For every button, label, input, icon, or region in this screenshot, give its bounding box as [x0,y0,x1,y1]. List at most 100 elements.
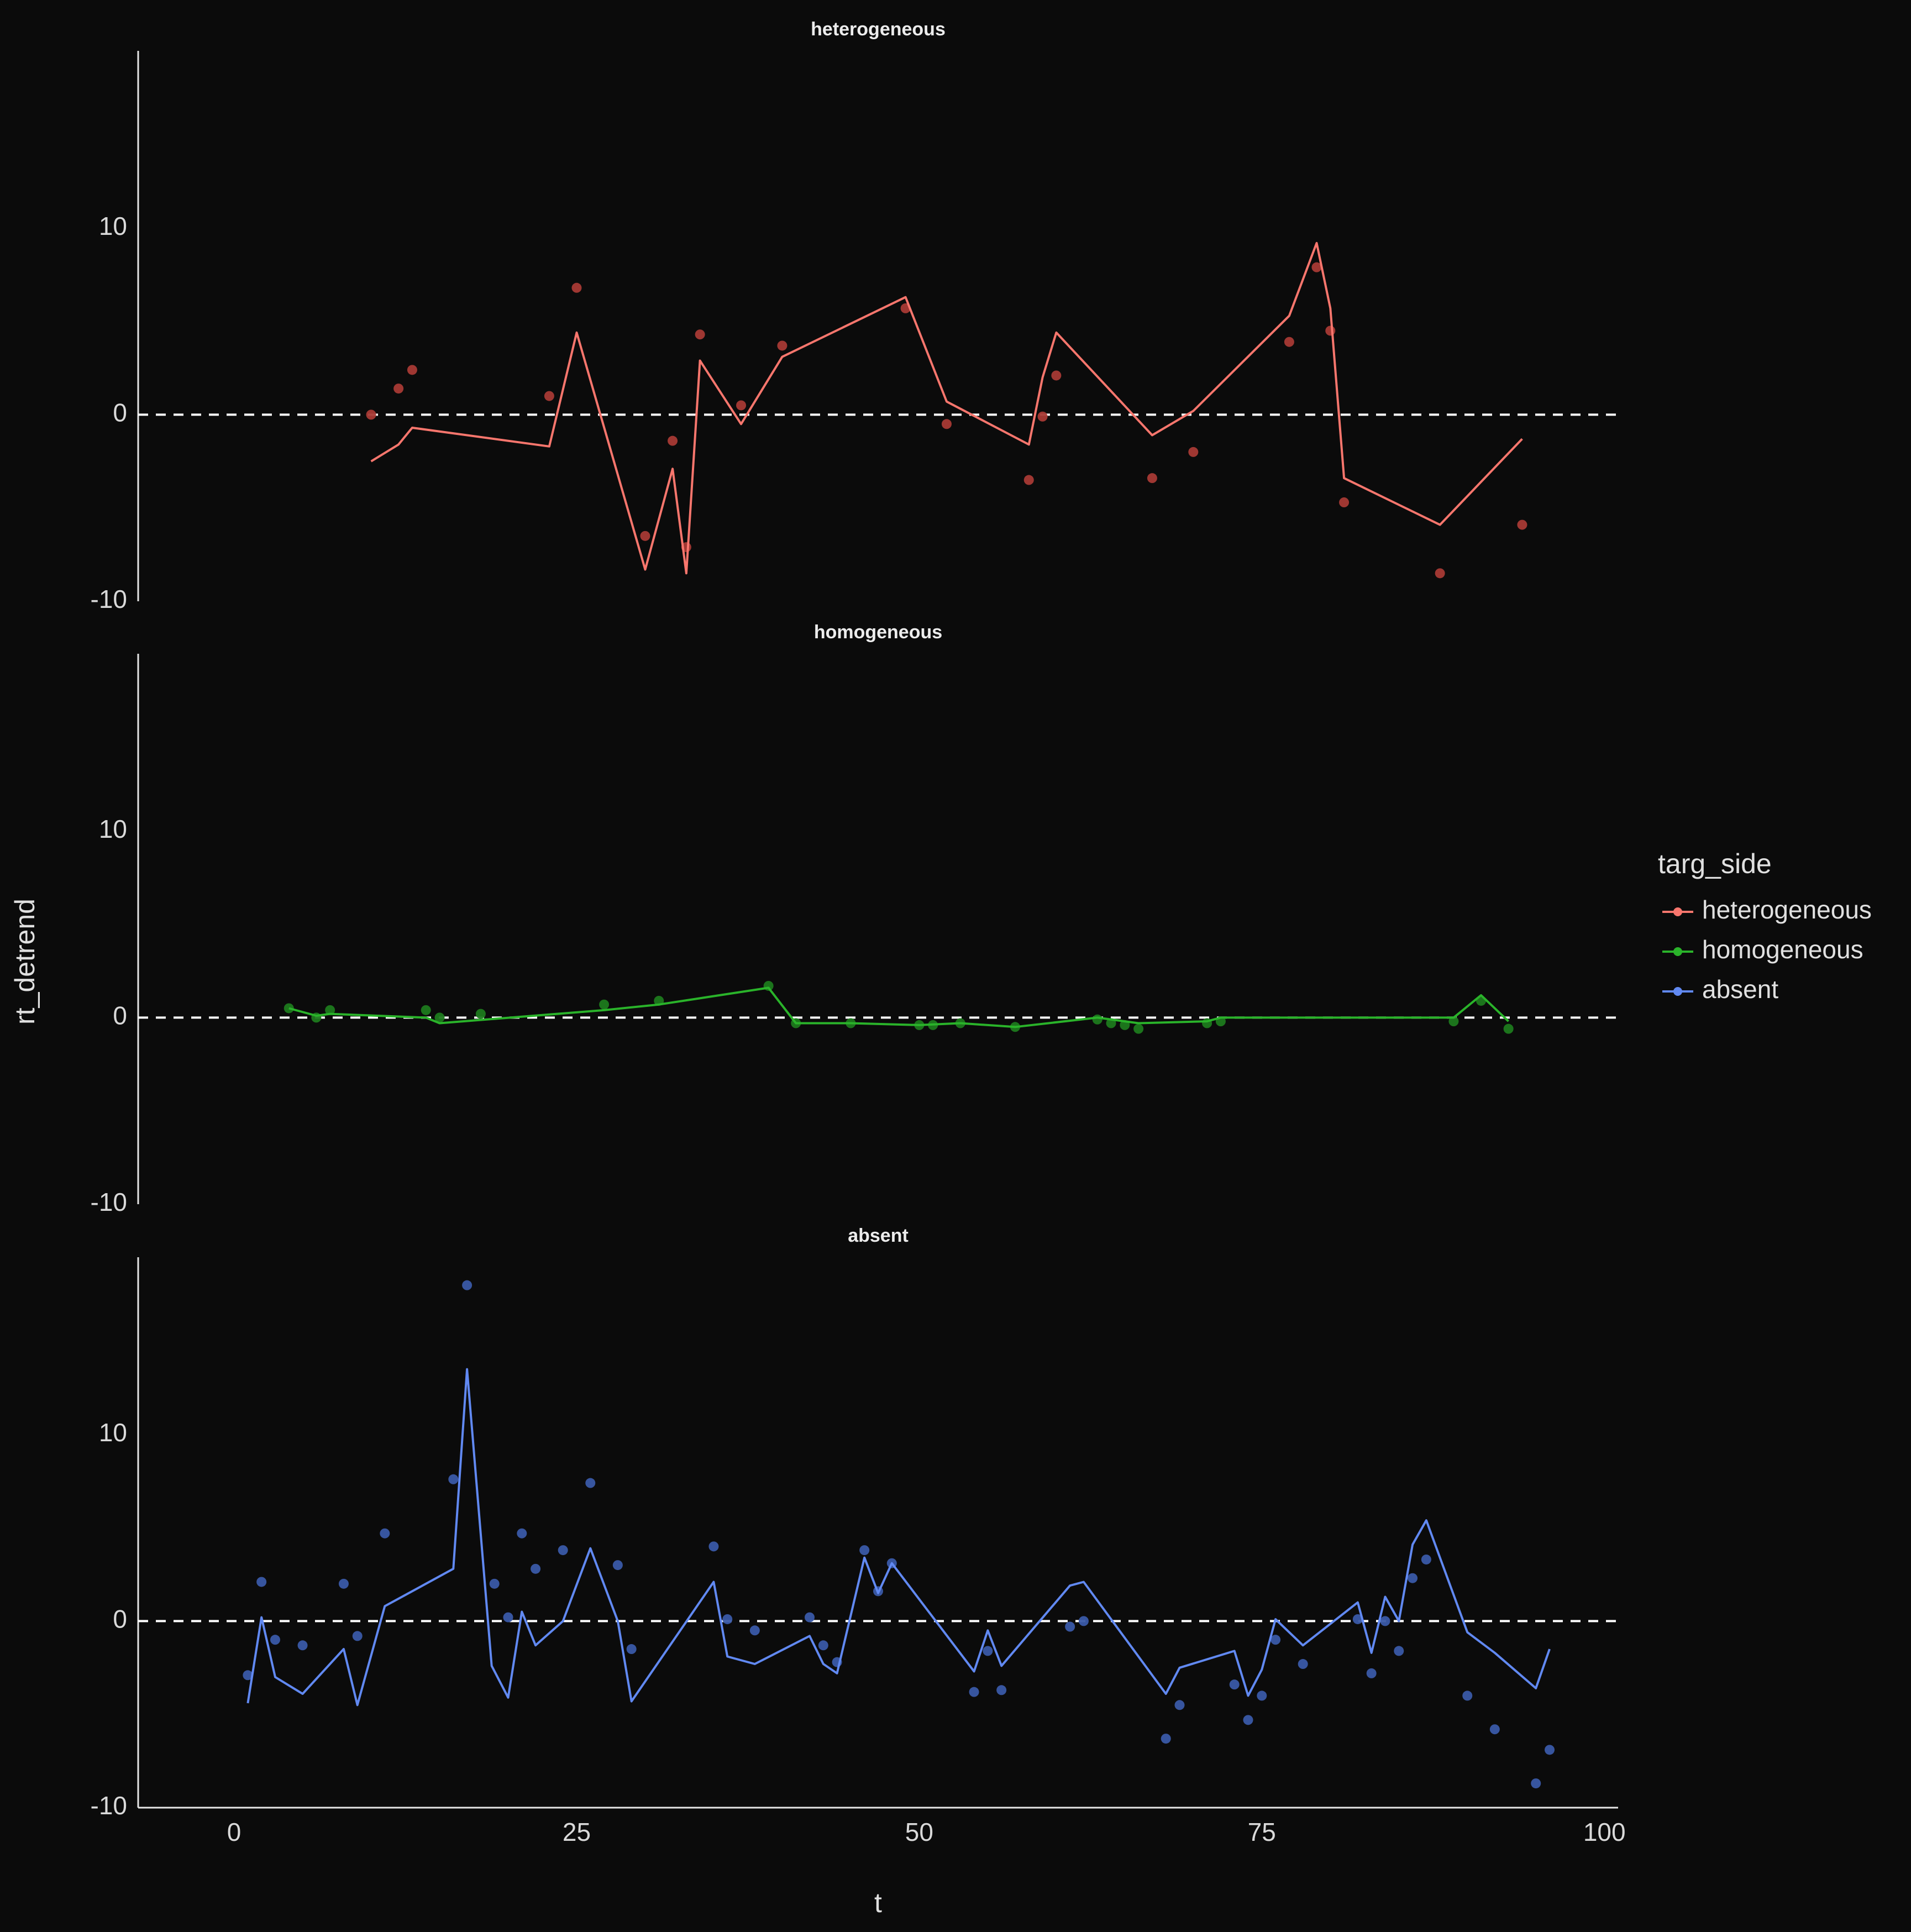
y-tick-label: -10 [91,585,127,613]
x-tick-label: 25 [563,1818,591,1846]
y-tick-label: 10 [99,1418,127,1447]
data-point [352,1631,363,1641]
data-point [1517,519,1527,530]
data-point [805,1612,815,1623]
data-point [1229,1679,1240,1690]
x-axis-title: t [874,1887,882,1918]
data-point [1271,1635,1281,1645]
data-point [462,1280,473,1290]
data-point [393,384,404,394]
panel-title: heterogeneous [811,19,946,40]
legend-item-homogeneous: homogeneous [1662,935,1863,964]
y-tick-label: -10 [91,1188,127,1216]
data-point [297,1640,308,1651]
data-point [1421,1554,1431,1565]
data-point [1531,1778,1541,1789]
x-tick-label: 50 [905,1818,933,1846]
data-point [1298,1659,1308,1670]
data-point [1311,262,1322,272]
legend-item-heterogeneous: heterogeneous [1662,895,1872,924]
data-point [626,1644,637,1655]
legend-label: homogeneous [1702,935,1863,964]
panels: heterogeneous -10 0 10 homogeneous -10 0 10 abse… [91,19,1618,1820]
legend-key-point [1673,907,1682,916]
data-point [448,1474,459,1484]
data-point [859,1545,870,1556]
data-point [722,1614,733,1624]
data-point [270,1635,280,1645]
data-point [1133,1023,1144,1034]
data-point [531,1563,541,1574]
legend-key-point [1673,987,1682,996]
y-tick-label: 0 [113,1605,127,1634]
data-point [517,1528,527,1539]
data-point [1435,568,1445,579]
legend-title: targ_side [1658,848,1772,879]
data-point [1545,1745,1555,1755]
y-tick-label: 10 [99,815,127,843]
data-point [996,1685,1007,1695]
data-point [1092,1014,1102,1025]
x-tick-label: 100 [1583,1818,1626,1846]
data-point [736,400,747,411]
data-point [338,1578,349,1589]
data-point [1448,1016,1459,1027]
data-point [1352,1614,1363,1624]
series-line-homogeneous [288,986,1509,1028]
data-point [1462,1691,1473,1701]
data-point [818,1640,828,1651]
data-point [599,999,610,1010]
data-point [434,1012,445,1023]
data-point [1339,497,1350,508]
data-point [640,531,650,541]
data-point [1257,1691,1267,1701]
data-point [380,1528,390,1539]
data-point [1394,1646,1404,1656]
data-point [475,1009,486,1019]
x-tick-label: 75 [1248,1818,1276,1846]
data-point [585,1478,596,1488]
data-point [1243,1715,1253,1725]
data-point [708,1541,719,1552]
legend-label: heterogeneous [1702,895,1872,924]
data-point [1489,1724,1500,1735]
data-point [1380,1616,1390,1626]
legend: targ_side heterogeneous homogeneous absent [1658,848,1872,1004]
panel-heterogeneous: heterogeneous -10 0 10 [91,19,1618,613]
data-point [612,1560,623,1571]
data-point [777,340,788,351]
panel-title: homogeneous [814,622,942,643]
y-tick-label: 0 [113,398,127,427]
panel-homogeneous: homogeneous -10 0 10 [91,622,1618,1216]
data-point [1503,1023,1514,1034]
data-point [544,391,554,401]
panel-title: absent [848,1225,909,1246]
legend-key-point [1673,947,1682,956]
data-point [325,1005,335,1015]
data-point [1366,1668,1377,1678]
data-point [421,1005,431,1015]
data-point [1408,1573,1418,1583]
points-absent [243,1280,1555,1789]
y-axis-title: rt_detrend [9,899,40,1025]
data-point [256,1577,267,1587]
y-tick-label: 10 [99,212,127,240]
data-point [1188,447,1199,457]
data-point [1147,473,1157,484]
y-tick-label: -10 [91,1791,127,1820]
data-point [1161,1734,1171,1744]
data-point [1065,1621,1075,1632]
data-point [503,1612,513,1623]
series-line-heterogeneous [370,242,1523,575]
data-point [1037,411,1048,422]
legend-label: absent [1702,975,1778,1004]
points-heterogeneous [366,262,1527,579]
data-point [983,1646,993,1656]
series-line-absent [246,1368,1551,1707]
data-point [668,435,678,446]
data-point [749,1625,760,1636]
data-point [284,1003,294,1014]
legend-item-absent: absent [1662,975,1778,1004]
data-point [1284,337,1294,347]
